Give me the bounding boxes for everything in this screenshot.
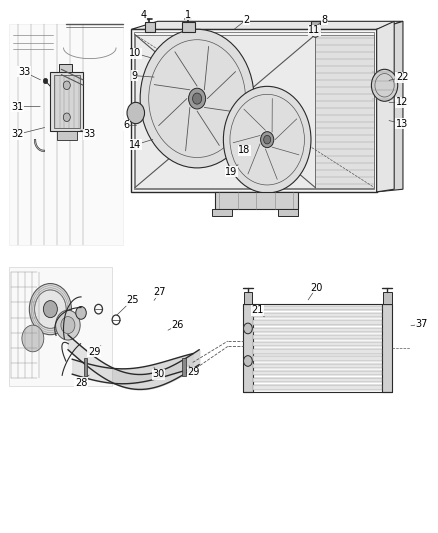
Circle shape [311,27,320,37]
Circle shape [140,29,254,168]
Text: 28: 28 [75,378,87,387]
Text: 26: 26 [171,320,184,330]
Circle shape [22,325,44,352]
Circle shape [244,323,252,334]
Circle shape [43,78,48,84]
Polygon shape [59,64,72,72]
Polygon shape [253,320,382,325]
Text: 27: 27 [154,287,166,297]
Circle shape [193,93,201,104]
Circle shape [371,69,398,101]
Circle shape [261,132,274,148]
Polygon shape [253,306,382,310]
Polygon shape [243,304,253,392]
Polygon shape [182,358,186,376]
Polygon shape [311,21,320,32]
Text: 30: 30 [152,369,165,379]
Text: 33: 33 [18,67,30,77]
Text: 9: 9 [132,71,138,80]
Text: 22: 22 [396,72,408,82]
Circle shape [63,81,70,90]
Polygon shape [215,192,298,209]
Text: 29: 29 [187,367,200,377]
Circle shape [76,306,86,319]
Circle shape [43,301,57,318]
Text: 20: 20 [310,283,322,293]
Text: 37: 37 [415,319,427,329]
Polygon shape [50,72,83,131]
Circle shape [35,290,66,328]
Polygon shape [253,313,382,318]
Text: 12: 12 [396,98,408,107]
Polygon shape [315,35,374,188]
Polygon shape [253,349,382,353]
Text: 32: 32 [11,130,24,139]
Text: 25: 25 [126,295,138,305]
Text: 33: 33 [84,130,96,139]
Polygon shape [244,292,252,304]
Text: 29: 29 [88,347,100,357]
Circle shape [223,86,311,193]
Circle shape [61,317,75,334]
Polygon shape [382,304,392,392]
Polygon shape [253,342,382,346]
Polygon shape [253,357,382,361]
Text: 14: 14 [129,140,141,150]
Text: 13: 13 [396,119,408,128]
Polygon shape [253,335,382,339]
Polygon shape [253,385,382,390]
Circle shape [127,102,145,124]
Circle shape [264,135,271,144]
Polygon shape [54,75,80,128]
Circle shape [63,113,70,122]
Text: 31: 31 [11,102,24,111]
Text: 4: 4 [141,10,147,20]
Polygon shape [182,22,195,32]
Text: 19: 19 [225,167,237,176]
Text: 1: 1 [185,10,191,20]
Polygon shape [131,21,403,29]
Polygon shape [145,22,155,32]
Polygon shape [253,364,382,368]
Polygon shape [135,35,315,188]
Circle shape [29,284,71,335]
Text: 21: 21 [251,305,264,315]
Polygon shape [57,131,77,140]
Text: 6: 6 [123,120,129,130]
Text: 10: 10 [129,49,141,58]
Circle shape [188,88,206,109]
Polygon shape [9,266,112,386]
Polygon shape [131,29,377,192]
Polygon shape [9,24,123,245]
Polygon shape [212,209,232,216]
Polygon shape [84,358,87,376]
Text: 11: 11 [308,26,321,35]
Text: 2: 2 [243,15,249,25]
Text: 18: 18 [238,146,251,155]
Text: 8: 8 [321,15,327,25]
Polygon shape [377,21,403,192]
Circle shape [56,310,80,340]
Polygon shape [383,292,392,304]
Circle shape [244,356,252,366]
Polygon shape [253,371,382,375]
Polygon shape [253,328,382,332]
Polygon shape [253,378,382,382]
Polygon shape [278,209,298,216]
Polygon shape [377,21,394,192]
